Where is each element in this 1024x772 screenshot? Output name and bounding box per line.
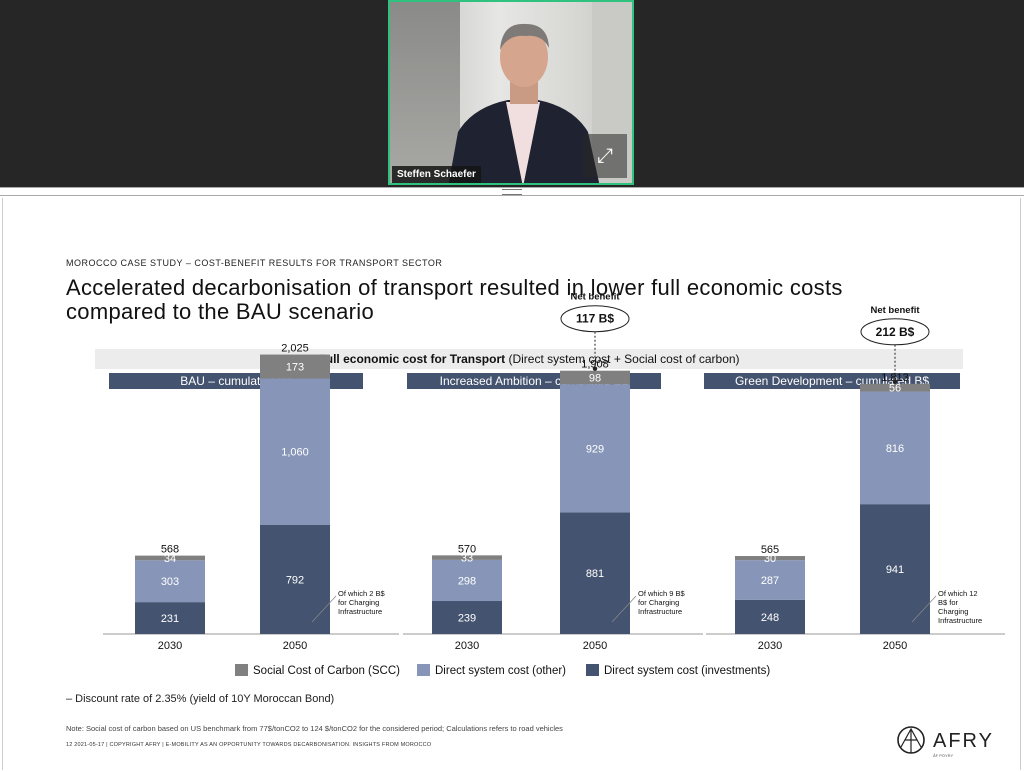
data-label-scc: 173 <box>286 361 304 373</box>
data-label-investments: 248 <box>761 612 779 624</box>
data-label-scc: 98 <box>589 372 601 384</box>
bar-segment-scc <box>260 354 330 379</box>
charging-note-line: Infrastructure <box>338 607 382 616</box>
data-label-other: 816 <box>886 443 904 455</box>
charging-leader-line <box>311 595 337 623</box>
net-benefit-value: 212 B$ <box>876 325 915 339</box>
data-label-total: 565 <box>761 544 779 556</box>
x-tick-label: 2030 <box>158 640 182 652</box>
band-title-rest: (Direct system cost + Social cost of car… <box>505 352 740 366</box>
bar-segment-scc <box>432 555 502 560</box>
bar-segment-investments <box>560 512 630 634</box>
data-label-other: 298 <box>458 575 476 587</box>
legend-swatch <box>417 664 430 676</box>
legend-label: Social Cost of Carbon (SCC) <box>253 665 400 677</box>
legend-swatch <box>235 664 248 676</box>
charging-note-line: Charging <box>938 607 968 616</box>
bar-segment-scc <box>860 383 930 392</box>
band-title-bold: Full economic cost for Transport <box>318 352 506 366</box>
charging-note-line: B$ for <box>938 598 959 607</box>
charging-leader-line <box>611 595 637 623</box>
net-benefit-label: Net benefit <box>870 305 920 316</box>
x-tick-label: 2030 <box>455 640 479 652</box>
logo-text: AFRY <box>933 730 994 752</box>
slide-kicker: MOROCCO CASE STUDY – COST-BENEFIT RESULT… <box>66 258 443 268</box>
bar-segment-investments <box>260 524 330 634</box>
participant-video-tile[interactable]: Steffen Schaefer ⤢ <box>388 0 634 185</box>
data-label-scc: 56 <box>889 383 901 395</box>
data-label-scc: 30 <box>764 553 776 565</box>
bar-segment-other <box>432 559 502 602</box>
charging-note-line: Of which 12 <box>938 589 978 598</box>
bar-segment-investments <box>135 602 205 634</box>
charging-note-line: Infrastructure <box>938 616 982 625</box>
meeting-top-bar: Steffen Schaefer ⤢ <box>0 0 1024 187</box>
bar-segment-scc <box>560 370 630 385</box>
discount-rate-note: – Discount rate of 2.35% (yield of 10Y M… <box>66 693 335 705</box>
legend-label: Direct system cost (other) <box>435 665 566 677</box>
logo-sub: ÅF PÖYRY <box>933 753 953 758</box>
charging-leader-line <box>911 595 937 623</box>
x-tick-label: 2050 <box>283 640 307 652</box>
bar-segment-other <box>260 378 330 525</box>
data-label-investments: 239 <box>458 613 476 625</box>
data-label-investments: 792 <box>286 574 304 586</box>
net-benefit-dot <box>592 366 598 371</box>
data-label-other: 287 <box>761 575 779 587</box>
net-benefit-ellipse <box>560 305 630 333</box>
methodology-note: Note: Social cost of carbon based on US … <box>66 724 563 733</box>
slide-footer: 12 2021-05-17 | COPYRIGHT AFRY | E-MOBIL… <box>66 742 432 748</box>
x-tick-label: 2050 <box>583 640 607 652</box>
video-background <box>390 2 460 183</box>
data-label-scc: 33 <box>461 553 473 565</box>
bar-segment-other <box>135 560 205 603</box>
bar-segment-other <box>560 384 630 513</box>
scenario-0-number: 0 <box>98 374 105 386</box>
participant-video-feed <box>448 23 600 183</box>
net-benefit-label: Net benefit <box>570 292 620 303</box>
charging-note-line: Infrastructure <box>638 607 682 616</box>
bar-segment-scc <box>135 555 205 561</box>
data-label-total: 570 <box>458 543 476 555</box>
data-label-other: 1,060 <box>281 447 309 459</box>
net-benefit-value: 117 B$ <box>576 312 614 326</box>
data-label-total: 2,025 <box>281 343 309 355</box>
bar-segment-scc <box>735 556 805 561</box>
scenario-1-number: 1 <box>394 374 401 386</box>
x-tick-label: 2050 <box>883 640 907 652</box>
charging-note-line: Of which 9 B$ <box>638 589 686 598</box>
slide-headline: Accelerated decarbonisation of transport… <box>66 275 843 324</box>
expand-icon[interactable]: ⤢ <box>583 134 627 178</box>
data-label-scc: 34 <box>164 553 176 565</box>
scenario-2-number: 2 <box>691 374 698 386</box>
bar-segment-investments <box>860 504 930 634</box>
legend-swatch <box>586 664 599 676</box>
charging-note-line: Of which 2 B$ <box>338 589 386 598</box>
data-label-investments: 231 <box>161 613 179 625</box>
bar-segment-other <box>735 560 805 600</box>
bar-segment-investments <box>735 599 805 634</box>
bar-segment-investments <box>432 601 502 634</box>
data-label-investments: 941 <box>886 564 904 576</box>
data-label-other: 929 <box>586 443 604 455</box>
data-label-investments: 881 <box>586 568 604 580</box>
resize-grip-icon[interactable] <box>502 189 522 195</box>
presentation-slide: MOROCCO CASE STUDY – COST-BENEFIT RESULT… <box>2 198 1021 770</box>
x-tick-label: 2030 <box>758 640 782 652</box>
net-benefit-dot <box>892 379 898 385</box>
participant-name-tag: Steffen Schaefer <box>392 166 481 183</box>
legend-label: Direct system cost (investments) <box>604 665 770 677</box>
bar-segment-other <box>860 391 930 505</box>
afry-logo: AFRY ÅF PÖYRY <box>897 726 994 758</box>
data-label-total: 568 <box>161 544 179 556</box>
pane-divider[interactable] <box>0 187 1024 196</box>
charging-note-line: for Charging <box>338 598 379 607</box>
data-label-other: 303 <box>161 576 179 588</box>
charging-note-line: for Charging <box>638 598 679 607</box>
